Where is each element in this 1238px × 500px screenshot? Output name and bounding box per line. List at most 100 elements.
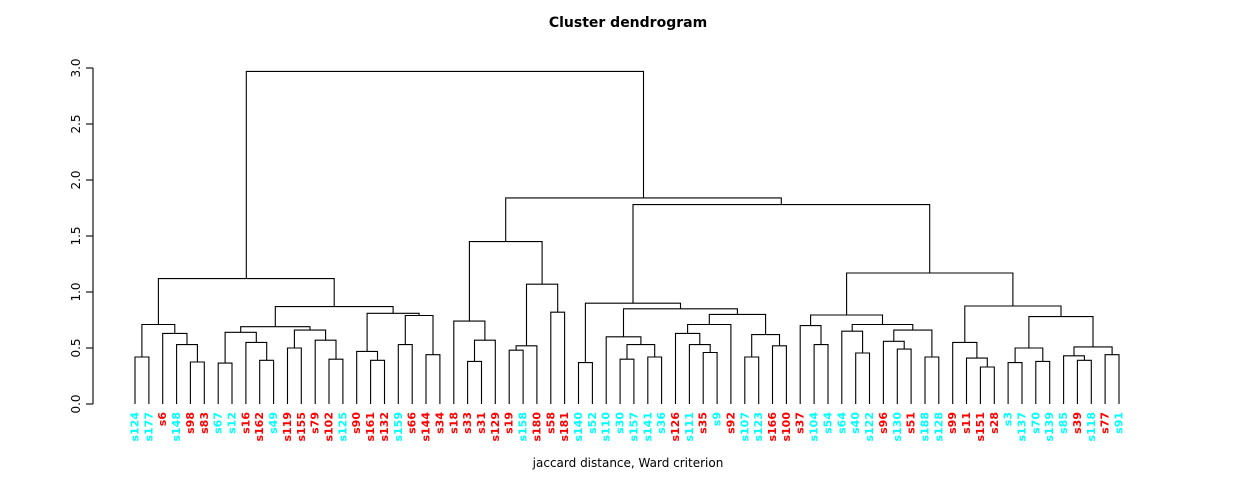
leaf-label: s158 (517, 412, 530, 442)
leaf-label: s102 (323, 412, 336, 442)
dendrogram-branch (1028, 316, 1094, 348)
dendrogram-branch (647, 356, 663, 404)
leaf-label: s188 (918, 412, 931, 442)
dendrogram-branch (744, 356, 760, 404)
dendrogram-branch (893, 329, 933, 357)
leaf-label: s66 (406, 412, 419, 434)
dendrogram-branch (1035, 360, 1051, 404)
leaf-label: s9 (711, 412, 724, 426)
dendrogram-branch (157, 278, 335, 325)
dendrogram-branch (1007, 362, 1023, 404)
dendrogram-branch (841, 330, 864, 404)
dendrogram-branch (799, 325, 822, 404)
leaf-label: s12 (226, 412, 239, 434)
leaf-label: s161 (364, 412, 377, 442)
leaf-label: s37 (794, 412, 807, 434)
dendrogram-branch (674, 332, 701, 404)
dendrogram-branch (328, 358, 344, 404)
dendrogram-branch (224, 331, 257, 364)
dendrogram-branch (468, 241, 543, 322)
leaf-label: s98 (184, 412, 197, 434)
dendrogram-branch (370, 359, 386, 404)
leaf-label: s30 (614, 412, 627, 434)
dendrogram-branch (622, 308, 738, 337)
leaf-label: s39 (1071, 412, 1084, 434)
leaf-label: s177 (142, 412, 155, 442)
dendrogram-branch (952, 341, 978, 404)
leaf-label: s123 (752, 412, 765, 442)
leaf-label: s51 (905, 412, 918, 434)
y-axis-tick-label: 3.0 (69, 58, 83, 77)
dendrogram-branch (1104, 354, 1120, 404)
leaf-label: s54 (821, 412, 834, 434)
dendrogram-branch (245, 341, 268, 404)
leaf-label: s36 (655, 412, 668, 434)
dendrogram-branch (356, 350, 379, 404)
dendrogram-branch (525, 283, 559, 346)
y-axis-tick-label: 2.0 (69, 170, 83, 189)
leaf-label: s122 (863, 412, 876, 442)
leaf-label: s126 (669, 412, 682, 442)
leaf-label: s110 (600, 412, 613, 442)
dendrogram-branch (619, 358, 635, 404)
leaf-label: s118 (1085, 412, 1098, 442)
leaf-label: s129 (489, 412, 502, 442)
dendrogram-branch (293, 329, 327, 348)
dendrogram-branch (688, 344, 711, 404)
dendrogram-branch (245, 70, 645, 279)
leaf-label: s139 (1043, 412, 1056, 442)
dendrogram-branch (314, 339, 337, 404)
leaf-label: s19 (503, 412, 516, 434)
dendrogram-branch (924, 356, 940, 404)
dendrogram-branch (964, 305, 1062, 343)
dendrogram-branch (141, 323, 176, 357)
dendrogram-branch (274, 306, 394, 327)
leaf-label: s83 (198, 412, 211, 434)
dendrogram-branch (550, 311, 566, 404)
leaf-label: s144 (420, 412, 433, 442)
leaf-label: s28 (988, 412, 1001, 434)
leaf-label: s155 (295, 412, 308, 442)
dendrogram-branch (855, 352, 871, 404)
leaf-label: s140 (572, 412, 585, 442)
leaf-label: s77 (1099, 412, 1112, 434)
leaf-label: s128 (932, 412, 945, 442)
dendrogram-branch (404, 314, 434, 355)
dendrogram-branch (979, 366, 995, 404)
dendrogram-branch (453, 320, 486, 404)
y-axis: 0.0 0.5 1.0 1.5 2.0 2.5 3.0 (69, 58, 94, 414)
y-axis-tick-label: 1.0 (69, 282, 83, 301)
y-axis-tick-label: 0.5 (69, 338, 83, 357)
dendrogram-branch (605, 336, 642, 404)
leaf-label: s35 (697, 412, 710, 434)
leaf-label: s58 (544, 412, 557, 434)
dendrogram-branch (846, 272, 1014, 315)
dendrogram-branch (240, 326, 311, 333)
leaf-label: s31 (475, 412, 488, 434)
dendrogram-branch (882, 340, 905, 404)
leaf-label: s49 (267, 412, 280, 434)
leaf-label: s18 (447, 412, 460, 434)
leaf-label: s70 (1029, 412, 1042, 434)
dendrogram-branch (965, 357, 988, 404)
dendrogram-branch (771, 345, 787, 404)
leaf-label: s33 (461, 412, 474, 434)
dendrogram-branch (702, 351, 718, 404)
leaf-label: s16 (239, 412, 252, 434)
leaf-label: s6 (156, 412, 169, 427)
leaf-label: s130 (891, 412, 904, 442)
leaf-label: s107 (738, 412, 751, 442)
leaf-label: s91 (1113, 412, 1126, 434)
dendrogram-branch (473, 339, 496, 404)
dendrogram-branch (162, 332, 188, 404)
leaf-label: s141 (641, 412, 654, 442)
leaf-label: s92 (724, 412, 737, 434)
dendrogram-branch (134, 356, 150, 404)
leaf-label: s181 (558, 412, 571, 442)
dendrogram-branch (632, 204, 931, 304)
dendrogram-branch (584, 302, 682, 363)
dendrogram-branch (813, 344, 829, 404)
dendrogram-branches (134, 70, 1120, 404)
